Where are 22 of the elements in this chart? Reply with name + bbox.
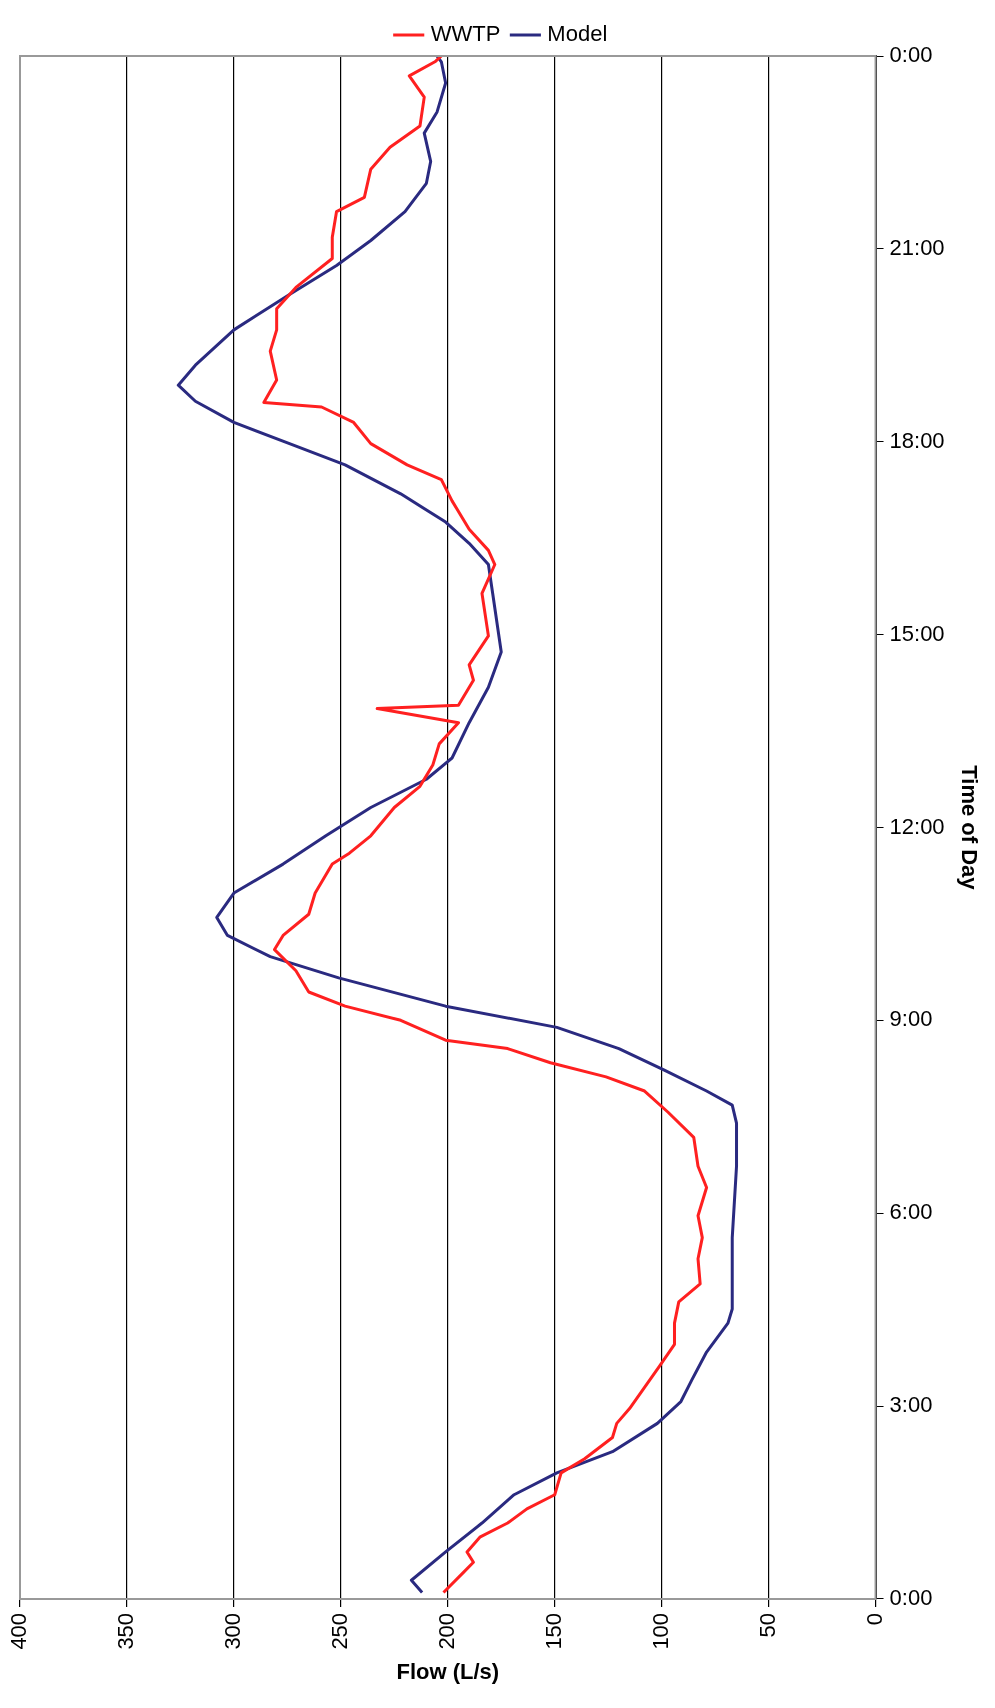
x-tick-label: 250: [326, 1612, 352, 1650]
x-tick-label: 400: [6, 1612, 32, 1650]
y-tick-label: 12:00: [889, 813, 945, 839]
x-tick-label: 350: [113, 1612, 139, 1650]
y-tick-label: 18:00: [889, 427, 945, 453]
x-tick-label: 300: [219, 1612, 245, 1650]
legend-label: Model: [547, 21, 608, 47]
y-tick-label: 9:00: [889, 1006, 933, 1032]
y-tick-label: 21:00: [889, 234, 945, 260]
x-tick-label: 200: [433, 1612, 459, 1650]
x-tick-label: 150: [540, 1612, 566, 1650]
y-tick-label: 3:00: [889, 1392, 933, 1418]
y-tick-label: 15:00: [889, 620, 945, 646]
y-tick-label: 0:00: [889, 42, 933, 68]
x-tick-label: 0: [861, 1612, 887, 1626]
x-axis-title: Flow (L/s): [396, 1658, 500, 1684]
y-tick-label: 0:00: [889, 1584, 933, 1610]
x-tick-label: 100: [647, 1612, 673, 1650]
y-tick-label: 6:00: [889, 1199, 933, 1225]
x-tick-label: 50: [754, 1612, 780, 1638]
y-axis-title: Time of Day: [956, 765, 982, 891]
legend-label: WWTP: [430, 21, 501, 47]
